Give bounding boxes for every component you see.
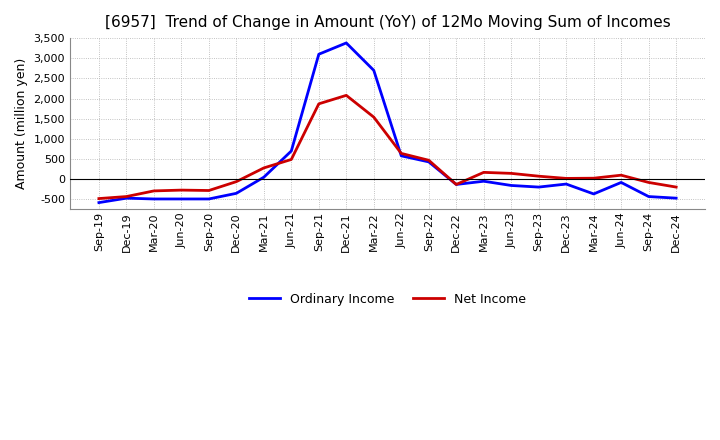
- Line: Net Income: Net Income: [99, 95, 676, 198]
- Net Income: [424, 158, 433, 163]
- Ordinary Income: [507, 183, 516, 188]
- Net Income: [507, 171, 516, 176]
- Ordinary Income: [562, 181, 570, 187]
- Net Income: [259, 165, 268, 171]
- Ordinary Income: [150, 196, 158, 202]
- Net Income: [122, 194, 131, 199]
- Net Income: [534, 173, 543, 179]
- Ordinary Income: [315, 51, 323, 57]
- Ordinary Income: [452, 182, 461, 187]
- Net Income: [342, 93, 351, 98]
- Ordinary Income: [287, 148, 296, 154]
- Ordinary Income: [644, 194, 653, 199]
- Ordinary Income: [122, 195, 131, 201]
- Net Income: [204, 188, 213, 193]
- Net Income: [590, 176, 598, 181]
- Ordinary Income: [94, 200, 103, 205]
- Net Income: [232, 179, 240, 184]
- Line: Ordinary Income: Ordinary Income: [99, 43, 676, 202]
- Ordinary Income: [204, 196, 213, 202]
- Net Income: [644, 180, 653, 185]
- Net Income: [617, 172, 626, 178]
- Net Income: [287, 157, 296, 162]
- Net Income: [177, 187, 186, 193]
- Ordinary Income: [177, 196, 186, 202]
- Net Income: [369, 114, 378, 120]
- Ordinary Income: [232, 191, 240, 196]
- Legend: Ordinary Income, Net Income: Ordinary Income, Net Income: [243, 288, 531, 311]
- Net Income: [397, 151, 405, 156]
- Ordinary Income: [590, 191, 598, 197]
- Net Income: [480, 170, 488, 175]
- Ordinary Income: [480, 179, 488, 184]
- Net Income: [452, 182, 461, 187]
- Net Income: [150, 188, 158, 194]
- Ordinary Income: [672, 195, 680, 201]
- Ordinary Income: [342, 40, 351, 46]
- Ordinary Income: [397, 153, 405, 158]
- Net Income: [562, 176, 570, 181]
- Title: [6957]  Trend of Change in Amount (YoY) of 12Mo Moving Sum of Incomes: [6957] Trend of Change in Amount (YoY) o…: [104, 15, 670, 30]
- Ordinary Income: [534, 184, 543, 190]
- Ordinary Income: [424, 159, 433, 165]
- Net Income: [672, 184, 680, 190]
- Ordinary Income: [259, 175, 268, 180]
- Ordinary Income: [617, 180, 626, 185]
- Y-axis label: Amount (million yen): Amount (million yen): [15, 58, 28, 189]
- Net Income: [315, 101, 323, 106]
- Ordinary Income: [369, 68, 378, 73]
- Net Income: [94, 196, 103, 201]
